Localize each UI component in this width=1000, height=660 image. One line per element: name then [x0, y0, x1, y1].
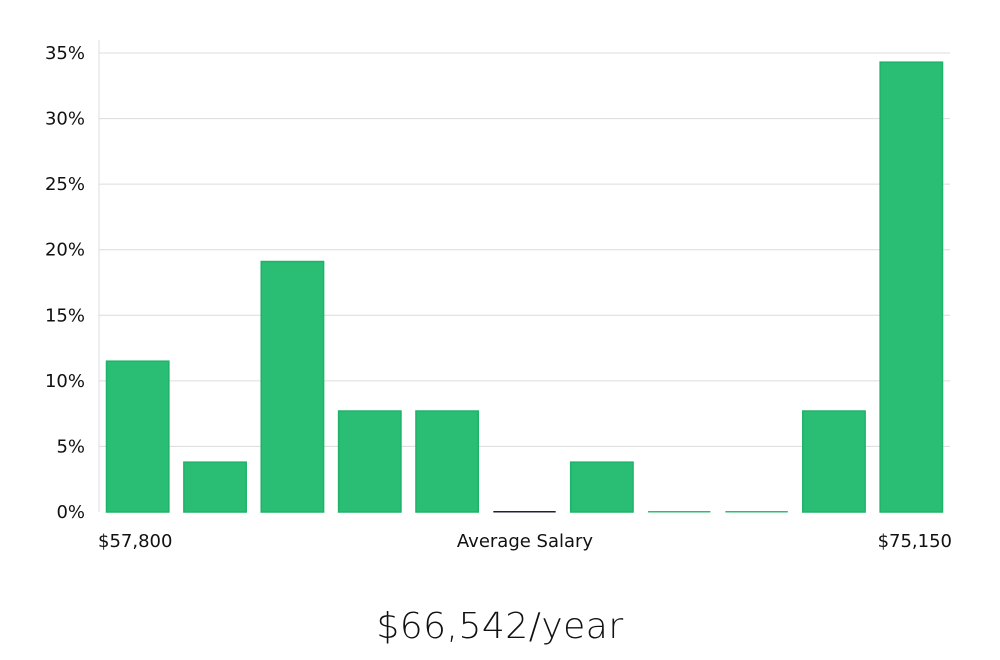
y-tick-label: 30% — [45, 109, 85, 130]
x-axis-title: Average Salary — [457, 531, 594, 552]
y-tick-label: 0% — [56, 502, 85, 523]
bars — [105, 61, 944, 513]
x-axis-max-label: $75,150 — [878, 531, 952, 552]
histogram-bar — [493, 511, 556, 513]
histogram-bar — [802, 410, 866, 513]
y-tick-label: 5% — [56, 436, 85, 457]
salary-histogram-chart: 0% 5% 10% 15% 20% 25% 30% 35% $57,800 Average S… — [45, 40, 952, 552]
histogram-bar — [879, 61, 944, 513]
y-axis-tick-labels: 0% 5% 10% 15% 20% 25% 30% 35% — [45, 43, 85, 523]
histogram-bar — [105, 360, 170, 513]
average-salary-figure: $66,542/year — [376, 606, 624, 647]
histogram-bar — [260, 260, 325, 513]
histogram-bar — [725, 511, 788, 513]
y-tick-label: 10% — [45, 371, 85, 392]
histogram-bar — [648, 511, 711, 513]
histogram-bar — [183, 461, 247, 513]
histogram-bar — [569, 461, 634, 513]
y-tick-label: 15% — [45, 305, 85, 326]
gridlines — [99, 52, 950, 447]
histogram-bar — [415, 410, 480, 513]
y-tick-label: 20% — [45, 240, 85, 261]
y-tick-label: 25% — [45, 174, 85, 195]
y-tick-label: 35% — [45, 43, 85, 64]
histogram-bar — [337, 410, 402, 513]
x-axis-min-label: $57,800 — [98, 531, 172, 552]
